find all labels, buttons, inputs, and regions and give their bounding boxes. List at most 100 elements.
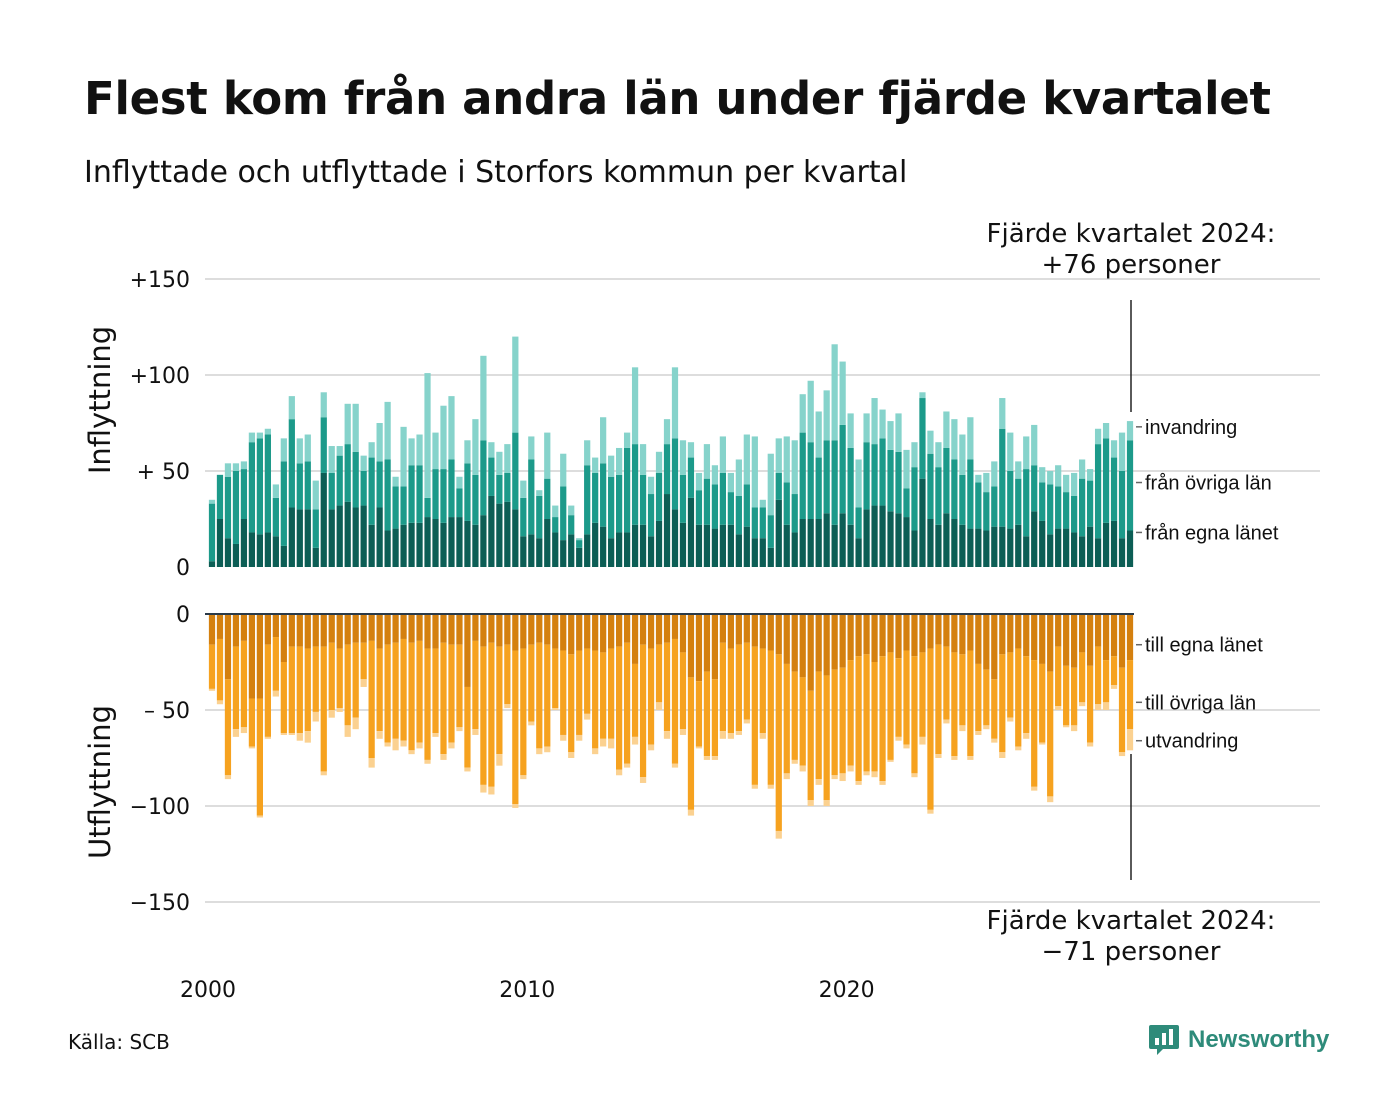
bar-inflyttning-1 bbox=[655, 472, 663, 521]
bar-inflyttning-1 bbox=[975, 482, 982, 529]
bar-utflyttning-0 bbox=[1071, 614, 1078, 668]
bar-utflyttning-2 bbox=[1063, 725, 1070, 728]
bar-utflyttning-0 bbox=[312, 614, 319, 647]
bar-inflyttning-0 bbox=[759, 538, 766, 567]
bar-utflyttning-2 bbox=[751, 784, 758, 789]
bar-utflyttning-1 bbox=[1110, 656, 1118, 686]
bar-inflyttning-1 bbox=[927, 453, 934, 519]
bar-utflyttning-0 bbox=[304, 614, 311, 649]
bar-utflyttning-1 bbox=[655, 644, 663, 703]
bar-utflyttning-1 bbox=[695, 681, 703, 747]
bar-utflyttning-2 bbox=[248, 746, 256, 749]
bar-inflyttning-0 bbox=[1071, 532, 1078, 567]
legend-layer: från egna länet från övriga län invandring… bbox=[1136, 417, 1279, 753]
bar-inflyttning-0 bbox=[647, 536, 655, 567]
bar-inflyttning-1 bbox=[751, 507, 758, 539]
bar-utflyttning-0 bbox=[432, 614, 439, 649]
bar-utflyttning-1 bbox=[903, 650, 910, 745]
bar-inflyttning-1 bbox=[552, 517, 559, 533]
bar-utflyttning-2 bbox=[232, 729, 240, 737]
bar-utflyttning-1 bbox=[336, 648, 343, 709]
bar-inflyttning-1 bbox=[1086, 480, 1094, 527]
bar-inflyttning-1 bbox=[368, 457, 375, 525]
bar-utflyttning-0 bbox=[911, 614, 918, 657]
bar-utflyttning-2 bbox=[464, 767, 471, 772]
bar-utflyttning-2 bbox=[512, 804, 519, 808]
annotation-top-line2: +76 personer bbox=[1042, 250, 1221, 280]
bar-utflyttning-0 bbox=[751, 614, 758, 647]
bar-utflyttning-1 bbox=[512, 650, 519, 805]
bar-utflyttning-1 bbox=[775, 654, 782, 831]
bar-utflyttning-1 bbox=[248, 698, 256, 747]
bar-utflyttning-2 bbox=[975, 731, 982, 735]
bar-utflyttning-2 bbox=[1047, 796, 1054, 803]
bar-utflyttning-1 bbox=[264, 644, 271, 737]
bar-utflyttning-0 bbox=[1063, 614, 1070, 666]
bar-inflyttning-0 bbox=[951, 519, 958, 567]
bar-inflyttning-2 bbox=[376, 423, 383, 462]
bar-utflyttning-1 bbox=[863, 654, 870, 772]
bar-utflyttning-1 bbox=[1055, 646, 1062, 707]
bar-utflyttning-0 bbox=[631, 614, 639, 664]
bar-utflyttning-2 bbox=[520, 775, 527, 780]
bar-utflyttning-2 bbox=[687, 809, 695, 816]
bar-inflyttning-1 bbox=[687, 457, 695, 498]
bar-inflyttning-2 bbox=[224, 463, 232, 477]
y-tick-label-bottom: – 50 bbox=[144, 699, 190, 724]
bar-inflyttning-2 bbox=[1079, 459, 1086, 479]
bar-inflyttning-2 bbox=[600, 417, 607, 464]
bar-utflyttning-0 bbox=[823, 614, 830, 676]
bar-inflyttning-2 bbox=[448, 396, 455, 460]
bar-inflyttning-2 bbox=[767, 453, 774, 516]
bar-inflyttning-2 bbox=[408, 438, 415, 466]
bar-inflyttning-1 bbox=[831, 440, 838, 525]
bar-utflyttning-0 bbox=[807, 614, 814, 691]
bar-utflyttning-2 bbox=[1102, 702, 1110, 710]
bar-inflyttning-1 bbox=[304, 461, 311, 510]
y-tick-label-top: + 50 bbox=[137, 460, 190, 485]
newsworthy-logo-icon bbox=[1149, 1025, 1179, 1055]
bar-inflyttning-1 bbox=[1047, 484, 1054, 535]
bar-utflyttning-2 bbox=[815, 779, 822, 785]
bar-utflyttning-0 bbox=[1102, 614, 1110, 661]
bar-inflyttning-1 bbox=[248, 442, 256, 533]
bar-inflyttning-1 bbox=[839, 424, 846, 514]
bar-inflyttning-2 bbox=[975, 474, 982, 483]
bar-utflyttning-2 bbox=[384, 742, 391, 747]
bar-inflyttning-1 bbox=[903, 488, 910, 518]
bar-inflyttning-1 bbox=[1110, 457, 1118, 521]
bar-utflyttning-2 bbox=[639, 777, 647, 783]
bar-utflyttning-0 bbox=[879, 614, 886, 657]
bar-inflyttning-0 bbox=[1023, 536, 1030, 567]
bar-utflyttning-0 bbox=[288, 614, 295, 647]
bar-utflyttning-0 bbox=[528, 614, 535, 645]
bar-utflyttning-1 bbox=[639, 644, 647, 778]
bar-inflyttning-0 bbox=[408, 522, 415, 567]
bar-inflyttning-0 bbox=[472, 524, 479, 567]
bar-inflyttning-2 bbox=[807, 380, 814, 443]
brand-logo[interactable]: Newsworthy bbox=[1148, 1023, 1329, 1057]
bar-utflyttning-2 bbox=[719, 731, 726, 739]
bar-utflyttning-0 bbox=[520, 614, 527, 649]
bar-inflyttning-0 bbox=[240, 519, 248, 567]
bar-inflyttning-0 bbox=[727, 524, 734, 567]
bar-utflyttning-0 bbox=[320, 614, 327, 647]
bar-utflyttning-0 bbox=[1079, 614, 1086, 653]
bar-inflyttning-0 bbox=[512, 509, 519, 567]
bar-utflyttning-0 bbox=[440, 614, 447, 643]
bar-utflyttning-0 bbox=[727, 614, 734, 649]
bar-inflyttning-0 bbox=[743, 526, 750, 567]
y-tick-label-bottom: −150 bbox=[130, 891, 190, 916]
bar-utflyttning-0 bbox=[719, 614, 726, 643]
bar-inflyttning-0 bbox=[392, 528, 399, 567]
bar-inflyttning-0 bbox=[847, 524, 854, 567]
bar-utflyttning-2 bbox=[951, 756, 958, 760]
bar-inflyttning-0 bbox=[887, 511, 894, 567]
bar-utflyttning-1 bbox=[783, 663, 790, 774]
bar-inflyttning-2 bbox=[1110, 440, 1118, 458]
bar-utflyttning-2 bbox=[536, 748, 543, 755]
bar-inflyttning-1 bbox=[264, 434, 271, 533]
bar-utflyttning-0 bbox=[623, 614, 631, 643]
bar-utflyttning-1 bbox=[855, 656, 862, 782]
bar-utflyttning-2 bbox=[927, 809, 934, 814]
